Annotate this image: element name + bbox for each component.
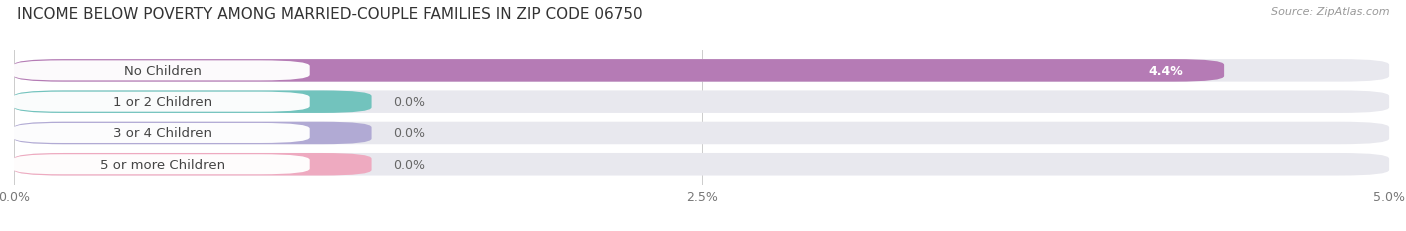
FancyBboxPatch shape [13,123,309,143]
Text: 5 or more Children: 5 or more Children [100,158,225,171]
Text: 4.4%: 4.4% [1149,65,1182,78]
FancyBboxPatch shape [13,92,309,112]
FancyBboxPatch shape [14,91,1389,113]
FancyBboxPatch shape [14,153,1389,176]
Text: 0.0%: 0.0% [394,96,426,109]
FancyBboxPatch shape [14,153,371,176]
Text: 1 or 2 Children: 1 or 2 Children [112,96,212,109]
Text: 3 or 4 Children: 3 or 4 Children [112,127,212,140]
FancyBboxPatch shape [13,155,309,174]
FancyBboxPatch shape [14,91,371,113]
Text: Source: ZipAtlas.com: Source: ZipAtlas.com [1271,7,1389,17]
Text: 0.0%: 0.0% [394,127,426,140]
FancyBboxPatch shape [14,122,371,145]
Text: 0.0%: 0.0% [394,158,426,171]
FancyBboxPatch shape [14,60,1389,82]
Text: No Children: No Children [124,65,201,78]
FancyBboxPatch shape [13,61,309,81]
FancyBboxPatch shape [14,122,1389,145]
Text: INCOME BELOW POVERTY AMONG MARRIED-COUPLE FAMILIES IN ZIP CODE 06750: INCOME BELOW POVERTY AMONG MARRIED-COUPL… [17,7,643,22]
FancyBboxPatch shape [14,60,1225,82]
